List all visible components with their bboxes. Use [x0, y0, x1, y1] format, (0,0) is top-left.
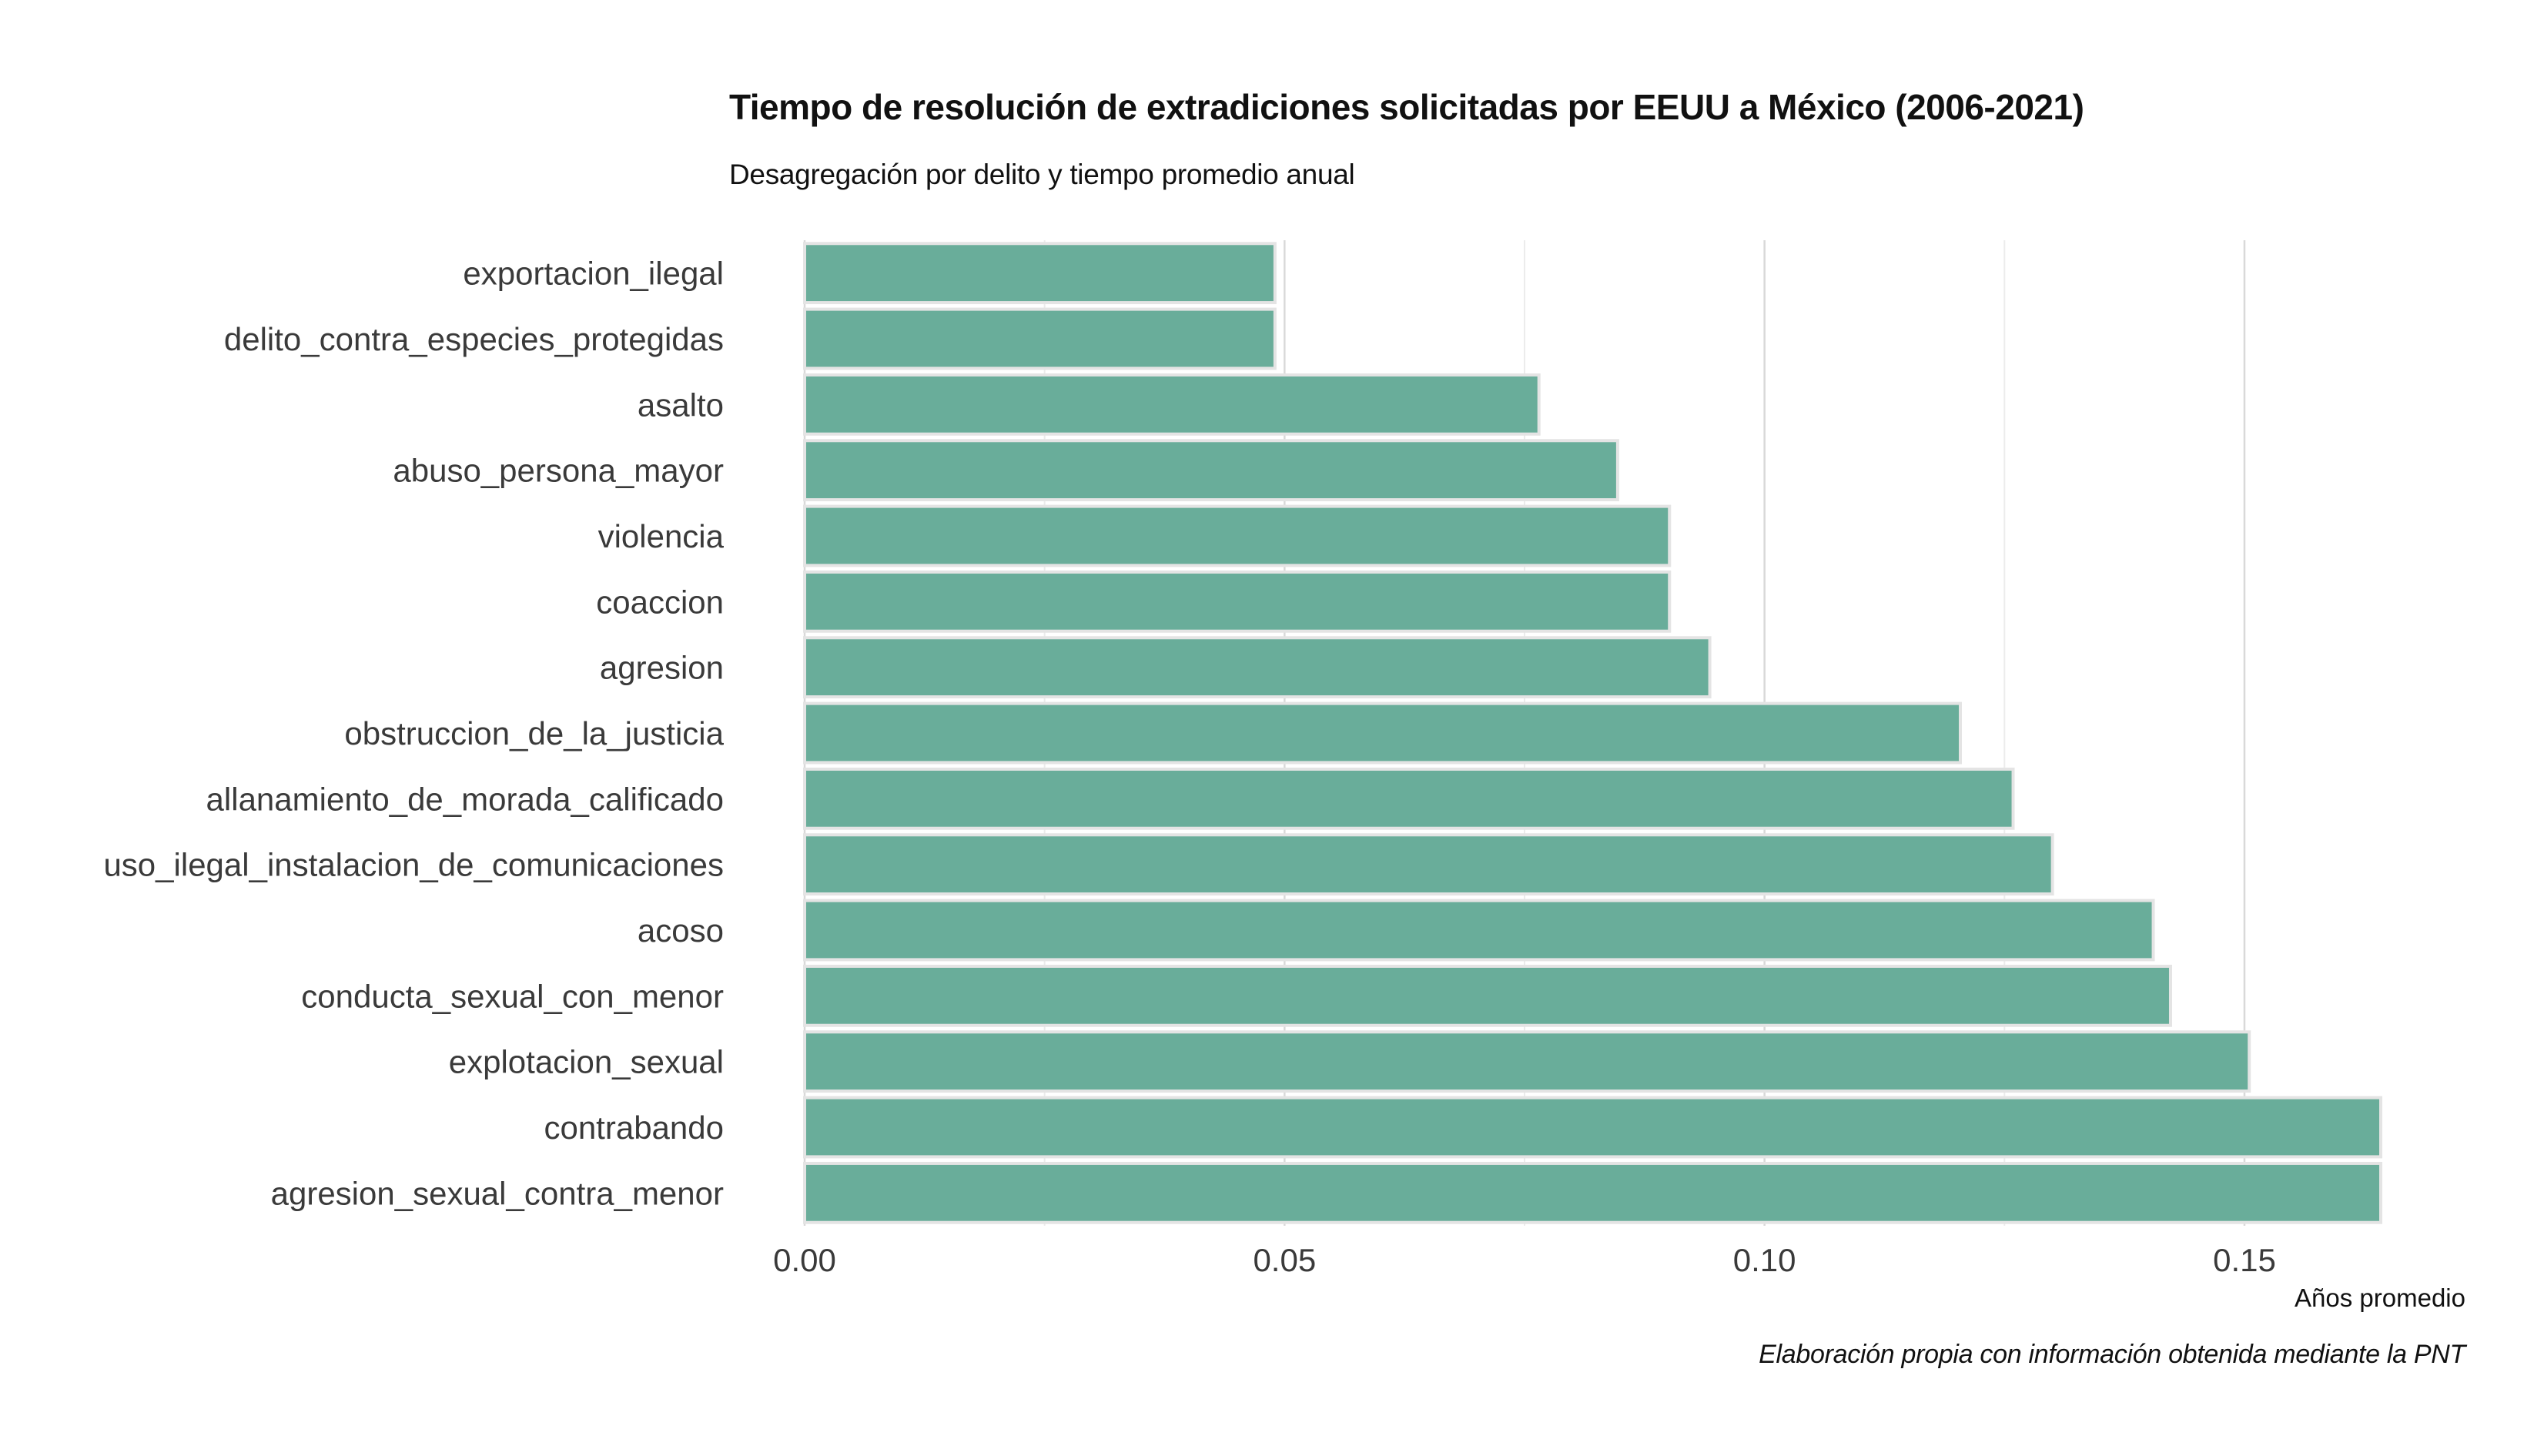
bar-allanamiento-de-morada-calificado: [803, 767, 2015, 830]
category-label: conducta_sexual_con_menor: [301, 978, 724, 1014]
category-label: abuso_persona_mayor: [393, 453, 724, 489]
x-tick-labels: 0.00 0.05 0.10 0.15: [773, 1242, 2276, 1278]
x-tick-label: 0.00: [773, 1242, 836, 1278]
x-tick-label: 0.10: [1733, 1242, 1796, 1278]
category-label: exportacion_ilegal: [463, 256, 724, 292]
category-label: obstruccion_de_la_justicia: [344, 715, 724, 751]
category-labels: exportacion_ilegal delito_contra_especies…: [103, 256, 724, 1212]
category-label: violencia: [598, 518, 725, 554]
category-label: explotacion_sexual: [449, 1044, 724, 1080]
bar-obstruccion-de-la-justicia: [803, 701, 1962, 765]
bar-violencia: [803, 504, 1672, 567]
chart-subtitle: Desagregación por delito y tiempo promed…: [729, 159, 1355, 190]
category-label: uso_ilegal_instalacion_de_comunicaciones: [103, 847, 724, 883]
bar-conducta-sexual-con-menor: [803, 964, 2172, 1027]
bar-abuso-persona-mayor: [803, 439, 1619, 502]
bar-asalto: [803, 373, 1541, 436]
bar-agresion-sexual-contra-menor: [803, 1161, 2382, 1224]
bar-delito-contra-especies-protegidas: [803, 307, 1277, 370]
bar-explotacion-sexual: [803, 1030, 2251, 1093]
bar-uso-ilegal-instalacion-de-comunicaciones: [803, 833, 2054, 896]
x-axis-title: Años promedio: [2295, 1284, 2465, 1312]
bar-agresion: [803, 636, 1712, 699]
bar-acoso: [803, 899, 2155, 962]
category-label: acoso: [638, 912, 724, 949]
category-label: allanamiento_de_morada_calificado: [206, 781, 724, 817]
category-label: delito_contra_especies_protegidas: [224, 321, 724, 357]
x-tick-label: 0.15: [2213, 1242, 2276, 1278]
bar-contrabando: [803, 1096, 2382, 1159]
category-label: agresion: [600, 650, 724, 686]
category-label: agresion_sexual_contra_menor: [271, 1175, 724, 1211]
category-label: coaccion: [596, 584, 724, 620]
x-tick-label: 0.05: [1253, 1242, 1316, 1278]
bar-coaccion: [803, 570, 1672, 633]
chart-title: Tiempo de resolución de extradiciones so…: [729, 87, 2084, 127]
category-label: contrabando: [544, 1110, 724, 1146]
category-label: asalto: [638, 387, 724, 423]
bar-exportacion-ilegal: [803, 242, 1277, 305]
bars: [803, 242, 2382, 1224]
chart-caption: Elaboración propia con información obten…: [1759, 1340, 2465, 1369]
